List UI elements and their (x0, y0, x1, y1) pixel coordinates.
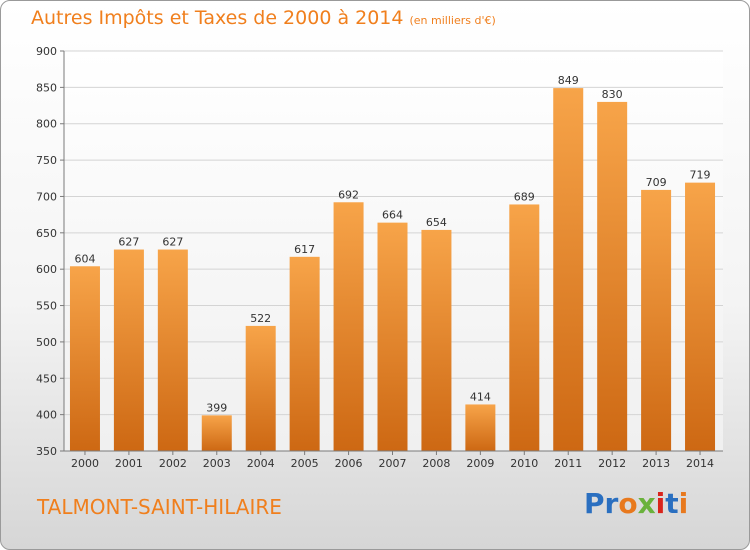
y-axis-ticks: 350 400 450 500 550 600 650 700 750 800 850 900 (36, 45, 64, 458)
x-tick-label-2000: 2000 (71, 457, 99, 470)
chart-title: Autres Impôts et Taxes de 2000 à 2014 (en… (31, 7, 496, 29)
data-label-2010: 689 (514, 190, 535, 203)
data-label-2011: 849 (558, 74, 579, 87)
logo-letter: i (678, 487, 689, 520)
data-label-2004: 522 (250, 312, 271, 325)
y-tick-label: 400 (36, 409, 57, 422)
data-label-2014: 719 (690, 169, 711, 182)
bar-2010 (509, 204, 540, 451)
x-tick-label-2003: 2003 (203, 457, 231, 470)
x-tick-label-2007: 2007 (379, 457, 407, 470)
logo-letter: r (604, 487, 619, 520)
x-tick-label-2001: 2001 (115, 457, 143, 470)
place-name: TALMONT-SAINT-HILAIRE (37, 495, 282, 519)
data-label-2009: 414 (470, 390, 491, 403)
data-label-2005: 617 (294, 243, 315, 256)
data-label-2013: 709 (646, 176, 667, 189)
logo-letter: x (637, 487, 656, 520)
bar-2003 (201, 415, 232, 451)
x-tick-label-2004: 2004 (247, 457, 275, 470)
x-tick-label-2002: 2002 (159, 457, 187, 470)
y-tick-label: 350 (36, 445, 57, 458)
bar-2002 (157, 249, 188, 451)
data-label-2002: 627 (162, 236, 183, 249)
bar-2012 (597, 101, 628, 451)
y-tick-label: 550 (36, 300, 57, 313)
data-label-2003: 399 (206, 401, 227, 414)
y-tick-label: 800 (36, 118, 57, 131)
bar-2007 (377, 222, 408, 451)
bar-2014 (685, 182, 716, 452)
bar-2011 (553, 88, 584, 451)
x-axis-ticks: 2000 2001 2002 2003 2004 2005 2006 2007 2008 2009… (71, 451, 714, 470)
x-tick-label-2014: 2014 (686, 457, 714, 470)
logo-letter: i (655, 487, 666, 520)
bar-2013 (641, 189, 672, 451)
data-label-2012: 830 (602, 88, 623, 101)
y-tick-label: 850 (36, 81, 57, 94)
bars-group: 604 627 627 399 522 617 692 664 654 414 689 849 830 7… (69, 74, 716, 452)
bar-2006 (333, 202, 364, 451)
bar-2000 (69, 266, 100, 451)
y-tick-label: 450 (36, 372, 57, 385)
data-label-2008: 654 (426, 216, 447, 229)
y-tick-label: 700 (36, 190, 57, 203)
y-tick-label: 500 (36, 336, 57, 349)
y-tick-label: 600 (36, 263, 57, 276)
bar-2001 (113, 249, 144, 451)
bar-2005 (289, 256, 320, 451)
proxiti-logo: Proxiti (584, 487, 688, 520)
chart-unit-text: (en milliers d'€) (409, 14, 496, 27)
logo-letter: t (665, 487, 679, 520)
logo-letter: P (584, 487, 605, 520)
x-tick-label-2012: 2012 (598, 457, 626, 470)
x-tick-label-2008: 2008 (422, 457, 450, 470)
x-tick-label-2011: 2011 (554, 457, 582, 470)
y-tick-label: 900 (36, 45, 57, 58)
x-tick-label-2009: 2009 (466, 457, 494, 470)
bar-2009 (465, 404, 496, 451)
x-tick-label-2005: 2005 (291, 457, 319, 470)
data-label-2007: 664 (382, 209, 403, 222)
y-tick-label: 750 (36, 154, 57, 167)
logo-letter: o (618, 487, 638, 520)
bar-2008 (421, 229, 452, 451)
bar-2004 (245, 325, 276, 451)
chart-title-text: Autres Impôts et Taxes de 2000 à 2014 (31, 7, 404, 29)
data-label-2000: 604 (74, 252, 95, 265)
data-label-2001: 627 (118, 236, 139, 249)
x-tick-label-2010: 2010 (510, 457, 538, 470)
x-tick-label-2013: 2013 (642, 457, 670, 470)
data-label-2006: 692 (338, 188, 359, 201)
y-tick-label: 650 (36, 227, 57, 240)
x-tick-label-2006: 2006 (335, 457, 363, 470)
